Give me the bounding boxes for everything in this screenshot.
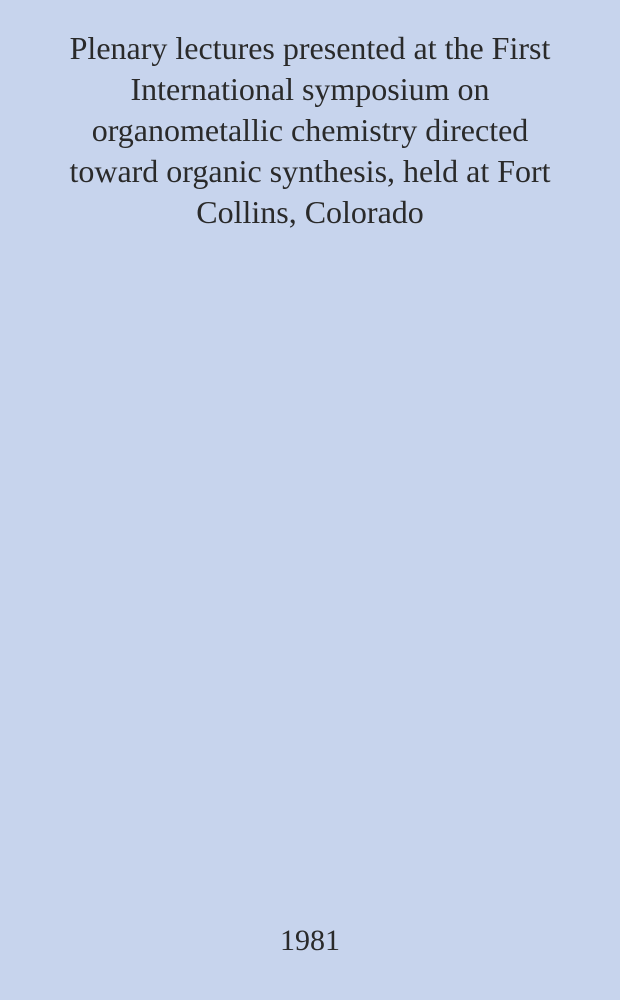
title-block: Plenary lectures presented at the First …: [0, 0, 620, 233]
document-year: 1981: [0, 924, 620, 958]
year-block: 1981: [0, 924, 620, 958]
document-title: Plenary lectures presented at the First …: [48, 28, 572, 233]
